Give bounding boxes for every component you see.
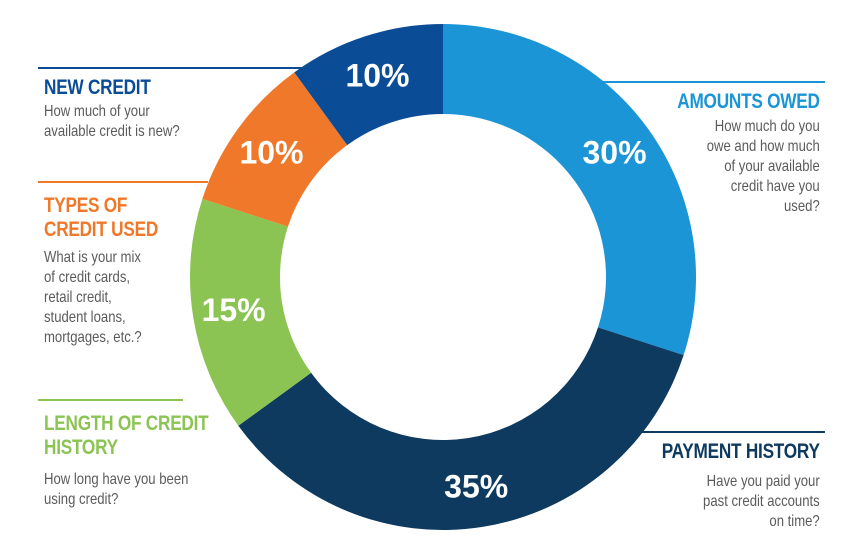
length-history-rule (38, 399, 183, 401)
types-of-credit-desc-line: of credit cards, (44, 269, 131, 286)
payment-history-rule (580, 431, 825, 433)
new-credit-rule (38, 67, 313, 69)
payment-history-desc-line: Have you paid your (706, 473, 820, 490)
new-credit-desc-line: How much of your (44, 103, 150, 120)
payment-history-desc: Have you paid your past credit accounts … (662, 472, 820, 532)
length-of-history-desc: How long have you been using credit? (44, 470, 208, 510)
amounts-owed-desc: How much do you owe and how much of your… (678, 117, 820, 217)
percent-label-length-of-history: 15% (202, 292, 266, 328)
payment-history-title-line: PAYMENT HISTORY (661, 440, 820, 463)
types-of-credit-desc-line: What is your mix (44, 249, 141, 266)
types-of-credit-desc-line: mortgages, etc.? (44, 329, 142, 346)
donut-segment-new-credit (294, 23, 443, 146)
payment-history-desc-line: on time? (769, 513, 820, 530)
amounts-owed-annotation: AMOUNTS OWED How much do you owe and how… (646, 90, 821, 217)
amounts-owed-desc-line: owe and how much (706, 138, 820, 155)
types-of-credit-title: TYPES OF CREDIT USED (44, 194, 158, 242)
payment-history-annotation: PAYMENT HISTORY Have you paid your past … (627, 440, 820, 532)
length-of-history-title: LENGTH OF CREDIT HISTORY (44, 412, 209, 460)
percent-label-types-of-credit: 10% (239, 134, 303, 170)
length-of-history-title-line: LENGTH OF CREDIT (44, 412, 209, 435)
new-credit-title: NEW CREDIT (44, 76, 180, 100)
new-credit-desc: How much of your available credit is new… (44, 102, 180, 142)
amounts-owed-desc-line: credit have you (731, 178, 820, 195)
new-credit-annotation: NEW CREDIT How much of your available cr… (44, 76, 209, 142)
types-of-credit-desc-line: student loans, (44, 309, 126, 326)
donut-segment-types-of-credit (202, 72, 348, 227)
donut-segment-amounts-owed (443, 24, 696, 356)
amounts-owed-title: AMOUNTS OWED (677, 90, 821, 114)
percent-label-new-credit: 10% (345, 57, 409, 93)
amounts-owed-rule (560, 81, 825, 83)
new-credit-desc-line: available credit is new? (44, 123, 180, 140)
length-of-history-desc-line: How long have you been (44, 471, 189, 488)
types-credit-rule (38, 181, 208, 183)
amounts-owed-desc-line: How much do you (714, 118, 820, 135)
percent-label-payment-history: 35% (444, 468, 508, 504)
donut-segment-length-of-history (189, 198, 312, 426)
types-of-credit-title-line: CREDIT USED (44, 218, 159, 241)
new-credit-title-line: NEW CREDIT (44, 76, 151, 99)
length-of-history-annotation: LENGTH OF CREDIT HISTORY How long have y… (44, 412, 245, 510)
length-of-history-title-line: HISTORY (44, 436, 118, 459)
length-of-history-desc-line: using credit? (44, 491, 119, 508)
amounts-owed-desc-line: used? (784, 198, 820, 215)
payment-history-title: PAYMENT HISTORY (662, 440, 820, 464)
types-of-credit-desc: What is your mix of credit cards, retail… (44, 248, 158, 348)
donut-segment-payment-history (238, 327, 684, 530)
donut-segments (189, 23, 696, 530)
types-of-credit-annotation: TYPES OF CREDIT USED What is your mix of… (44, 194, 183, 348)
types-of-credit-desc-line: retail credit, (44, 289, 112, 306)
amounts-owed-title-line: AMOUNTS OWED (677, 90, 821, 113)
segment-percent-labels: 30% 35% 15% 10% 10% (202, 57, 647, 504)
types-of-credit-title-line: TYPES OF (44, 194, 128, 217)
amounts-owed-desc-line: of your available (724, 158, 820, 175)
payment-history-desc-line: past credit accounts (703, 493, 820, 510)
percent-label-amounts-owed: 30% (582, 134, 646, 170)
